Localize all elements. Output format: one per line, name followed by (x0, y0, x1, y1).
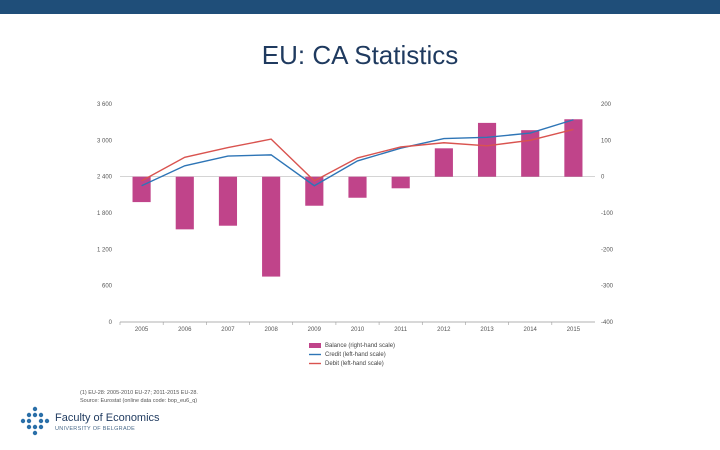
right-tick-label: -100 (601, 211, 614, 217)
balance-bar (175, 176, 194, 230)
left-tick-label: 3 000 (97, 138, 113, 144)
left-tick-label: 1 800 (97, 211, 113, 217)
balance-bar (218, 176, 238, 226)
logo-subtitle: UNIVERSITY OF BELGRADE (55, 426, 136, 432)
left-tick-label: 2 400 (97, 175, 113, 181)
left-axis-ticks: 0 600 1 200 1 800 2 400 3 000 3 600 (97, 102, 113, 326)
source-note: Source: Eurostat (online data code: bop_… (80, 398, 198, 404)
right-tick-label: 200 (601, 102, 612, 108)
balance-bar (564, 119, 583, 177)
right-tick-label: 100 (601, 138, 612, 144)
balance-bar (348, 176, 367, 198)
x-tick-label: 2009 (308, 327, 322, 333)
balance-bar (262, 176, 281, 277)
x-tick-label: 2006 (178, 327, 192, 333)
debit-line (141, 128, 574, 182)
x-tick-label: 2014 (524, 327, 538, 333)
legend-swatch (309, 343, 321, 348)
legend-label: Credit (left-hand scale) (325, 352, 386, 358)
legend-label: Debit (left-hand scale) (325, 361, 384, 367)
balance-bar (477, 122, 497, 177)
x-tick-label: 2010 (351, 327, 365, 333)
right-tick-label: -300 (601, 284, 614, 290)
x-tick-label: 2013 (480, 327, 494, 333)
left-tick-label: 1 200 (97, 247, 113, 253)
balance-bar (391, 176, 410, 189)
top-bar (0, 0, 720, 14)
x-tick-label: 2007 (221, 327, 235, 333)
legend-label: Balance (right-hand scale) (325, 343, 395, 349)
left-tick-label: 3 600 (97, 102, 113, 108)
right-tick-label: -400 (601, 320, 614, 326)
slide-title: EU: CA Statistics (261, 40, 459, 70)
right-axis-ticks: -400 -300 -200 -100 0 100 200 (601, 102, 614, 326)
right-tick-label: -200 (601, 247, 614, 253)
balance-bar (521, 130, 540, 177)
balance-bar (434, 148, 453, 177)
bar-series (132, 119, 583, 277)
left-tick-label: 0 (109, 320, 113, 326)
x-axis-ticks: 2005 2006 2007 2008 2009 2010 2011 2012 2013 2014… (119, 322, 581, 333)
right-tick-label: 0 (601, 175, 605, 181)
chart-legend: Balance (right-hand scale) Credit (left-h… (309, 343, 395, 367)
dots-logo-icon (20, 406, 50, 436)
credit-line (141, 119, 574, 187)
faculty-logo: Faculty of Economics UNIVERSITY OF BELGR… (18, 406, 160, 440)
x-tick-label: 2005 (135, 327, 149, 333)
footnote: (1) EU-28: 2005-2010 EU-27; 2011-2015 EU… (80, 390, 198, 396)
line-series (141, 119, 574, 187)
x-tick-label: 2015 (567, 327, 581, 333)
x-tick-label: 2011 (394, 327, 408, 333)
x-tick-label: 2012 (437, 327, 451, 333)
left-tick-label: 600 (102, 284, 113, 290)
logo-name: Faculty of Economics (55, 412, 160, 424)
x-tick-label: 2008 (264, 327, 278, 333)
